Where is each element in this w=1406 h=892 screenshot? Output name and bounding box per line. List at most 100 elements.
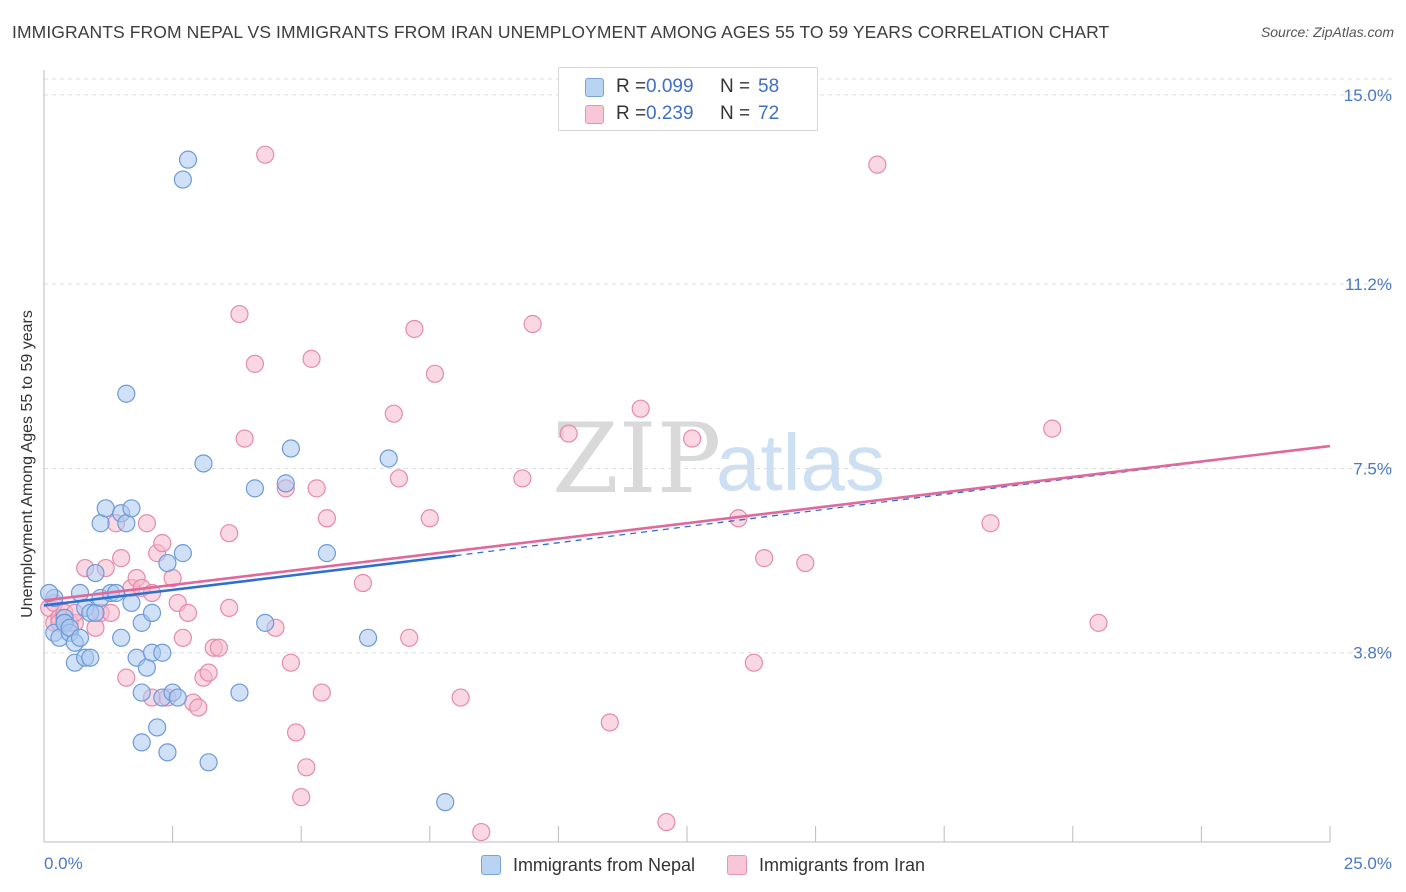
watermark-atlas: atlas (716, 418, 885, 507)
nepal-point (173, 544, 192, 563)
iran-point (312, 683, 331, 702)
iran-point (153, 534, 172, 553)
iran-point (420, 509, 439, 528)
legend-row-iran: R = 0.239 N = 72 (585, 103, 779, 125)
iran-point (400, 628, 419, 647)
nepal-point (317, 544, 337, 563)
iran-trend-line (43, 444, 1331, 602)
nepal-point (132, 683, 151, 702)
r-value-iran: 0.239 (646, 103, 694, 124)
iran-point (189, 698, 208, 717)
iran-point (523, 314, 542, 334)
nepal-point (40, 583, 59, 603)
nepal-point (199, 753, 218, 772)
iran-point (307, 479, 326, 498)
nepal-point (132, 733, 151, 752)
iran-point (137, 514, 156, 533)
iran-point (209, 638, 228, 657)
nepal-point (436, 793, 455, 812)
iran-point (600, 713, 619, 732)
iran-point (220, 524, 239, 543)
axes (43, 70, 1331, 843)
iran-point (286, 723, 306, 742)
iran-point (451, 688, 470, 707)
legend-row-nepal: R = 0.099 N = 58 (585, 76, 779, 98)
y-tick-label: 7.5% (1353, 459, 1392, 478)
nepal-swatch (585, 77, 604, 97)
iran-point (220, 598, 239, 618)
nepal-point (158, 743, 177, 762)
nepal-point (153, 643, 172, 662)
r-value-nepal: 0.099 (646, 76, 694, 97)
nepal-point (142, 603, 162, 622)
iran-point (631, 399, 650, 418)
iran-point (1089, 613, 1108, 632)
x-tick-label-max: 25.0% (1344, 854, 1392, 873)
iran-point (281, 653, 301, 672)
iran-point (256, 145, 275, 164)
watermark-zip: ZIP (552, 403, 721, 515)
nepal-point (168, 688, 187, 707)
legend-item-nepal: Immigrants from Nepal (480, 854, 695, 876)
nepal-point (81, 648, 100, 667)
nepal-point (178, 150, 198, 169)
nepal-point (230, 683, 249, 702)
iran-point (199, 663, 218, 682)
nepal-trend-line (43, 554, 456, 607)
iran-point (245, 354, 265, 373)
correlation-legend: R = 0.099 N = 58 R = 0.239 N = 72 (558, 67, 818, 131)
iran-point (868, 155, 887, 174)
iran-point (317, 509, 337, 528)
r-label: R = (616, 103, 647, 124)
legend-item-iran: Immigrants from Iran (727, 855, 925, 876)
series-legend: Immigrants from Nepal Immigrants from Ir… (0, 852, 1406, 878)
trend-lines (43, 444, 1331, 607)
nepal-point (122, 499, 141, 518)
iran-point (112, 549, 131, 568)
iran-point (384, 404, 403, 423)
nepal-point (276, 474, 295, 493)
nepal-point (148, 718, 167, 737)
nepal-point (158, 553, 177, 573)
iran-swatch (585, 104, 604, 124)
iran-point (230, 304, 249, 324)
nepal-legend-label: Immigrants from Nepal (512, 854, 695, 875)
nepal-points (40, 150, 455, 812)
nepal-point (86, 563, 105, 583)
iran-point (981, 514, 1000, 533)
iran-point (559, 424, 578, 443)
iran-point (353, 573, 373, 593)
nepal-point (194, 454, 213, 473)
iran-point (302, 349, 321, 368)
x-tick-label-min: 0.0% (44, 854, 83, 873)
nepal-point (379, 449, 398, 468)
iran-point (425, 364, 445, 383)
iran-point (235, 429, 254, 448)
r-label: R = (616, 76, 647, 97)
nepal-point (281, 439, 301, 458)
nepal-point (112, 628, 131, 647)
nepal-point (96, 499, 115, 518)
source-credit: Source: ZipAtlas.com (1260, 24, 1394, 40)
iran-point (513, 469, 532, 488)
iran-point (796, 553, 815, 573)
nepal-point (173, 170, 192, 189)
iran-point (472, 822, 491, 842)
iran-point (755, 549, 774, 568)
iran-point (173, 628, 192, 647)
nepal-point (256, 613, 275, 632)
n-value-iran: 72 (758, 103, 780, 124)
n-label: N = (720, 103, 751, 124)
iran-point (657, 812, 676, 832)
iran-point (389, 469, 409, 488)
y-tick-label: 15.0% (1344, 86, 1392, 105)
y-tick-label: 11.2% (1345, 275, 1392, 294)
iran-legend-swatch (727, 855, 747, 875)
watermark: ZIP atlas (552, 403, 885, 515)
nepal-legend-swatch (480, 855, 501, 875)
tick-labels: 0.0% 25.0% 3.8% 7.5% 11.2% 15.0% (44, 86, 1392, 873)
n-value-nepal: 58 (758, 76, 780, 97)
nepal-point (70, 628, 90, 647)
iran-point (178, 603, 198, 622)
